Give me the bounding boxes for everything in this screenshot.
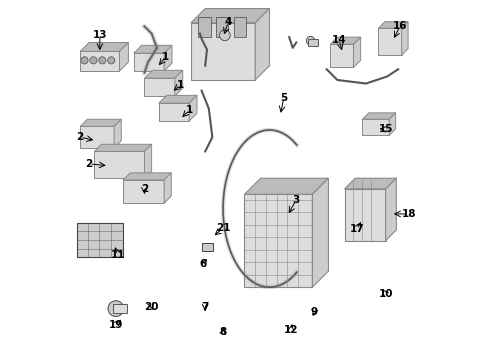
Text: 3: 3 bbox=[292, 195, 299, 204]
Polygon shape bbox=[312, 178, 328, 287]
Polygon shape bbox=[329, 37, 360, 44]
Polygon shape bbox=[144, 144, 151, 178]
Text: 8: 8 bbox=[219, 327, 226, 337]
Text: 18: 18 bbox=[401, 209, 415, 219]
Text: 2: 2 bbox=[141, 184, 148, 194]
Polygon shape bbox=[134, 45, 172, 53]
Text: 2: 2 bbox=[77, 132, 83, 142]
Polygon shape bbox=[144, 78, 175, 96]
Bar bbox=[198, 18, 210, 37]
Circle shape bbox=[305, 36, 314, 45]
Circle shape bbox=[81, 57, 88, 64]
Bar bbox=[233, 18, 246, 37]
Polygon shape bbox=[362, 119, 388, 135]
Text: 16: 16 bbox=[392, 21, 407, 31]
Polygon shape bbox=[123, 173, 171, 180]
Circle shape bbox=[90, 57, 97, 64]
Circle shape bbox=[107, 57, 115, 64]
Text: 2: 2 bbox=[85, 159, 93, 169]
Polygon shape bbox=[307, 39, 318, 46]
Text: 13: 13 bbox=[92, 30, 107, 40]
Polygon shape bbox=[401, 22, 407, 55]
Polygon shape bbox=[190, 23, 255, 80]
Polygon shape bbox=[77, 223, 123, 257]
Polygon shape bbox=[94, 152, 144, 178]
Polygon shape bbox=[159, 103, 189, 121]
Text: 10: 10 bbox=[378, 289, 392, 298]
Text: 20: 20 bbox=[144, 302, 159, 312]
Polygon shape bbox=[362, 113, 395, 119]
Text: 19: 19 bbox=[108, 320, 123, 330]
Polygon shape bbox=[80, 42, 128, 51]
Polygon shape bbox=[134, 53, 164, 71]
Polygon shape bbox=[344, 189, 385, 241]
Polygon shape bbox=[353, 37, 360, 67]
Text: 17: 17 bbox=[349, 224, 364, 234]
Polygon shape bbox=[80, 126, 114, 148]
Polygon shape bbox=[378, 22, 407, 28]
Text: 1: 1 bbox=[185, 105, 192, 115]
Polygon shape bbox=[244, 194, 312, 287]
Polygon shape bbox=[201, 243, 213, 251]
Polygon shape bbox=[190, 9, 269, 23]
Polygon shape bbox=[378, 28, 401, 55]
Polygon shape bbox=[175, 70, 183, 96]
Polygon shape bbox=[113, 304, 127, 313]
Text: 9: 9 bbox=[310, 307, 317, 317]
Text: 7: 7 bbox=[201, 302, 208, 312]
Polygon shape bbox=[94, 144, 151, 152]
Text: 12: 12 bbox=[283, 325, 298, 335]
Text: 15: 15 bbox=[378, 124, 392, 134]
Text: 14: 14 bbox=[331, 35, 346, 45]
Polygon shape bbox=[164, 45, 172, 71]
Polygon shape bbox=[123, 180, 164, 203]
Text: 5: 5 bbox=[280, 93, 287, 103]
Polygon shape bbox=[80, 51, 119, 71]
Text: 11: 11 bbox=[110, 250, 124, 260]
Text: 1: 1 bbox=[176, 80, 183, 90]
Text: 1: 1 bbox=[162, 52, 169, 62]
Text: 6: 6 bbox=[200, 259, 206, 269]
Polygon shape bbox=[344, 178, 395, 189]
Polygon shape bbox=[114, 119, 121, 148]
Polygon shape bbox=[255, 9, 269, 80]
Polygon shape bbox=[80, 119, 121, 126]
Polygon shape bbox=[144, 70, 183, 78]
Polygon shape bbox=[164, 173, 171, 203]
Circle shape bbox=[108, 301, 123, 316]
Circle shape bbox=[219, 30, 230, 41]
Polygon shape bbox=[244, 178, 328, 194]
Polygon shape bbox=[119, 42, 128, 71]
Polygon shape bbox=[189, 95, 197, 121]
Circle shape bbox=[99, 57, 106, 64]
Polygon shape bbox=[385, 178, 395, 241]
Text: 21: 21 bbox=[215, 223, 230, 233]
Text: 4: 4 bbox=[224, 17, 232, 27]
Bar bbox=[216, 18, 228, 37]
Polygon shape bbox=[329, 44, 353, 67]
Polygon shape bbox=[159, 95, 197, 103]
Polygon shape bbox=[388, 113, 395, 135]
